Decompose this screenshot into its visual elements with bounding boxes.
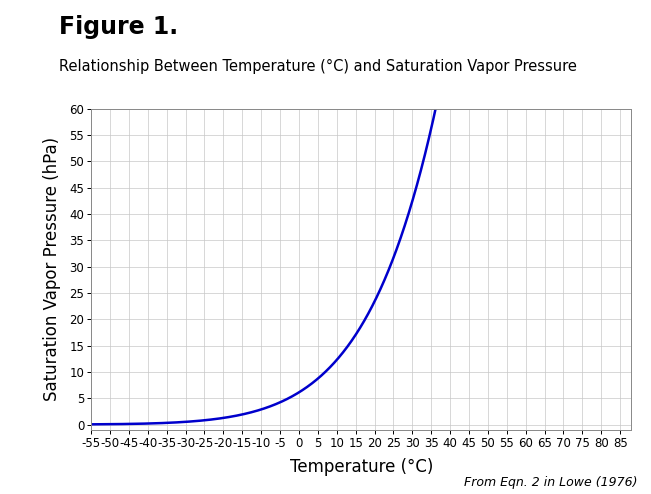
Text: Figure 1.: Figure 1. [59, 15, 178, 39]
Text: From Eqn. 2 in Lowe (1976): From Eqn. 2 in Lowe (1976) [464, 476, 638, 489]
X-axis label: Temperature (°C): Temperature (°C) [290, 458, 433, 476]
Y-axis label: Saturation Vapor Pressure (hPa): Saturation Vapor Pressure (hPa) [43, 137, 61, 401]
Text: Relationship Between Temperature (°C) and Saturation Vapor Pressure: Relationship Between Temperature (°C) an… [59, 59, 577, 74]
